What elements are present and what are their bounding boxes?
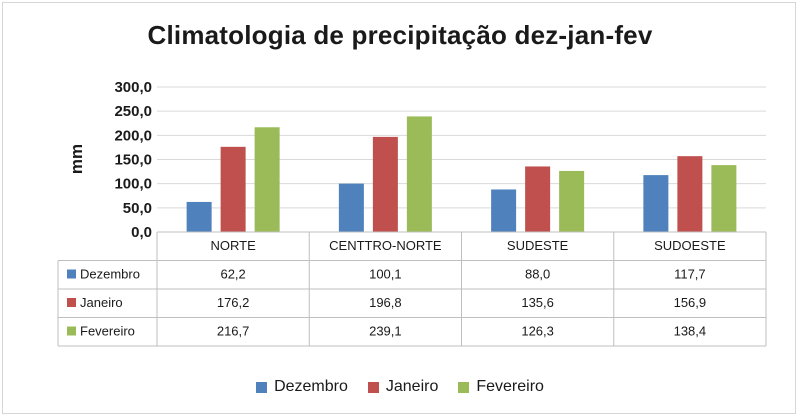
y-tick-label: 300,0 <box>114 79 152 96</box>
legend-label: Dezembro <box>274 378 348 395</box>
category-label: SUDESTE <box>507 238 569 253</box>
legend-swatch <box>256 381 268 393</box>
bar-fevereiro <box>406 116 432 232</box>
table-row-label: Janeiro <box>80 295 123 310</box>
legend-key-janeiro <box>67 298 76 307</box>
data-cell: 196,8 <box>369 295 402 310</box>
bar-fevereiro <box>711 165 737 232</box>
data-cell: 135,6 <box>521 295 554 310</box>
category-label: SUDOESTE <box>654 238 726 253</box>
bar-fevereiro <box>254 127 280 232</box>
bar-fevereiro <box>559 170 585 232</box>
data-cell: 88,0 <box>525 267 550 282</box>
table-row-label: Dezembro <box>80 267 140 282</box>
data-cell: 126,3 <box>521 324 554 339</box>
data-cell: 138,4 <box>674 324 707 339</box>
legend-swatch <box>367 381 379 393</box>
legend-item: Dezembro <box>256 378 348 396</box>
legend-key-fevereiro <box>67 326 76 336</box>
data-cell: 216,7 <box>217 324 250 339</box>
legend-key-dezembro <box>67 269 76 279</box>
legend-swatch <box>458 381 470 393</box>
table-row-label: Fevereiro <box>80 324 135 339</box>
bar-janeiro <box>220 146 246 232</box>
y-tick-label: 50,0 <box>123 200 152 217</box>
y-tick-label: 200,0 <box>114 127 152 144</box>
y-axis-label: mm <box>67 144 86 174</box>
legend-item: Janeiro <box>367 378 439 396</box>
bar-janeiro <box>677 156 703 232</box>
chart-legend: Dezembro Janeiro Fevereiro <box>0 378 800 396</box>
bar-dezembro <box>643 175 669 232</box>
data-cell: 176,2 <box>217 295 250 310</box>
bar-dezembro <box>186 201 212 232</box>
y-tick-label: 250,0 <box>114 103 152 120</box>
data-cell: 117,7 <box>674 267 706 282</box>
bar-janeiro <box>525 166 551 232</box>
bar-janeiro <box>372 136 398 232</box>
y-tick-label: 0,0 <box>131 224 152 241</box>
category-label: NORTE <box>210 238 256 253</box>
legend-label: Janeiro <box>385 378 439 395</box>
data-cell: 239,1 <box>369 324 402 339</box>
chart-title: Climatologia de precipitação dez-jan-fev <box>147 20 653 50</box>
chart-frame <box>2 2 796 414</box>
y-tick-label: 150,0 <box>114 152 152 169</box>
y-tick-label: 100,0 <box>114 176 152 193</box>
legend-item: Fevereiro <box>458 378 544 396</box>
data-cell: 156,9 <box>674 295 707 310</box>
data-cell: 100,1 <box>369 267 402 282</box>
bar-dezembro <box>491 189 517 232</box>
bar-dezembro <box>338 183 364 232</box>
data-cell: 62,2 <box>220 267 245 282</box>
category-label: CENTTRO-NORTE <box>329 238 442 253</box>
legend-label: Fevereiro <box>476 378 544 395</box>
